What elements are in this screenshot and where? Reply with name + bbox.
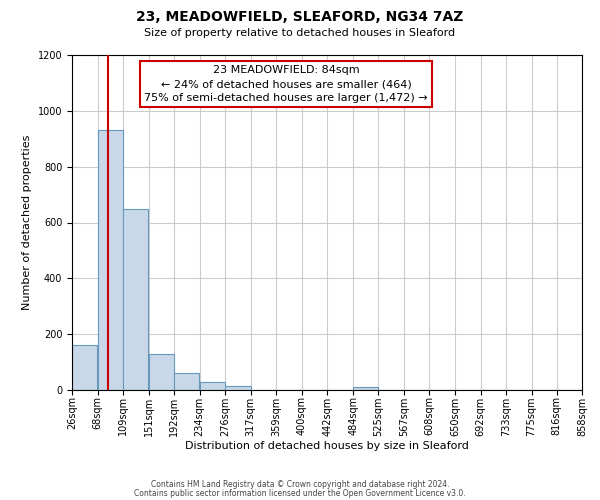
- Bar: [174, 373, 199, 390]
- Text: Size of property relative to detached houses in Sleaford: Size of property relative to detached ho…: [145, 28, 455, 38]
- Bar: [72, 346, 97, 390]
- Bar: [226, 386, 251, 390]
- Bar: [123, 208, 148, 390]
- Text: 23, MEADOWFIELD, SLEAFORD, NG34 7AZ: 23, MEADOWFIELD, SLEAFORD, NG34 7AZ: [136, 10, 464, 24]
- Bar: [353, 387, 378, 390]
- Bar: [149, 354, 174, 390]
- Bar: [200, 382, 225, 390]
- X-axis label: Distribution of detached houses by size in Sleaford: Distribution of detached houses by size …: [185, 442, 469, 452]
- Text: Contains public sector information licensed under the Open Government Licence v3: Contains public sector information licen…: [134, 488, 466, 498]
- Y-axis label: Number of detached properties: Number of detached properties: [22, 135, 32, 310]
- Text: Contains HM Land Registry data © Crown copyright and database right 2024.: Contains HM Land Registry data © Crown c…: [151, 480, 449, 489]
- Text: 23 MEADOWFIELD: 84sqm
← 24% of detached houses are smaller (464)
75% of semi-det: 23 MEADOWFIELD: 84sqm ← 24% of detached …: [145, 65, 428, 103]
- Bar: [98, 130, 123, 390]
